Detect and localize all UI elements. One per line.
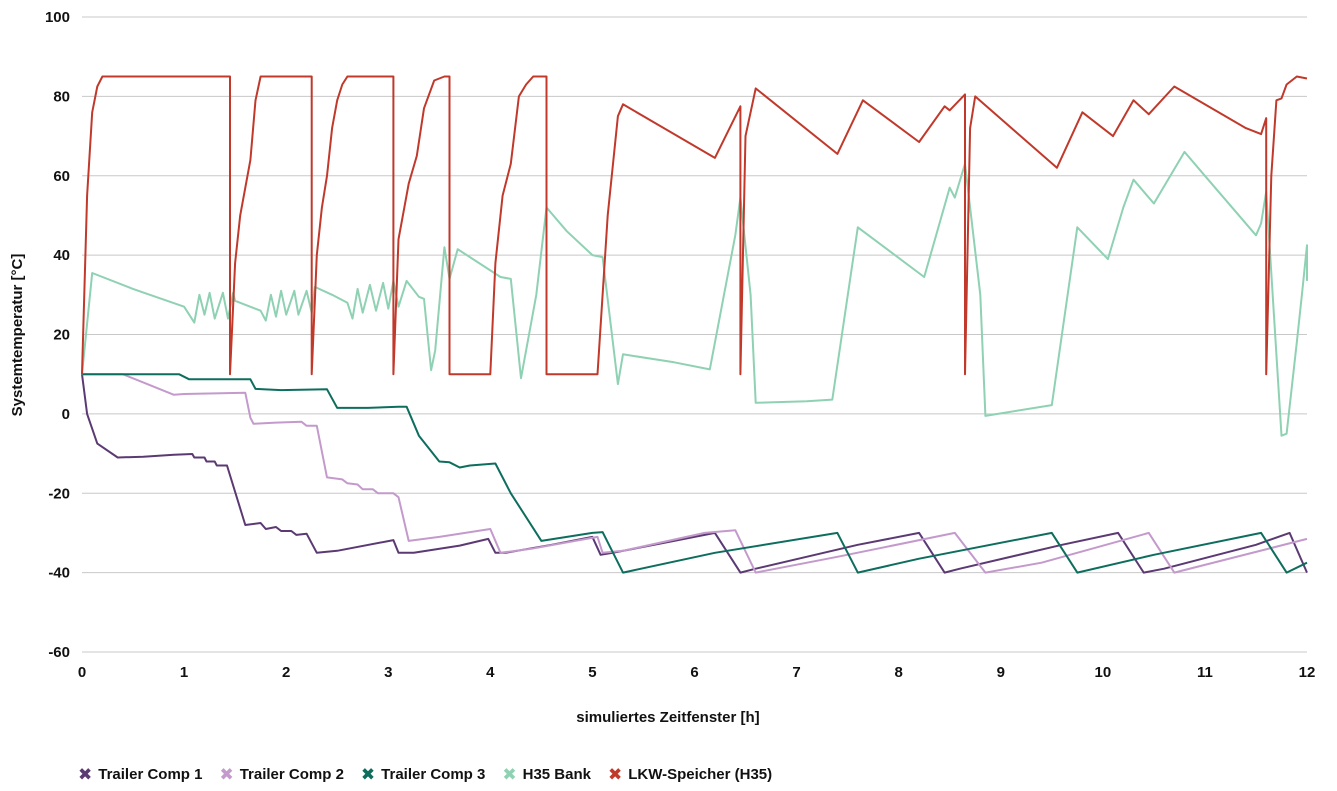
x-tick-label: 12 (1299, 664, 1316, 681)
y-axis-title: Systemtemperatur [°C] (9, 254, 26, 417)
legend-marker-icon: ✖ (78, 765, 93, 784)
y-tick-label: -20 (48, 485, 70, 502)
series-line-2 (82, 373, 1308, 574)
x-tick-label: 4 (486, 664, 495, 681)
legend-label: Trailer Comp 2 (239, 766, 344, 783)
legend: ✖ Trailer Comp 1 ✖ Trailer Comp 2 ✖ Trailer C… (78, 766, 789, 783)
y-tick-label: 80 (53, 88, 70, 105)
legend-marker-icon: ✖ (502, 765, 517, 784)
x-tick-label: 0 (78, 664, 86, 681)
series-line-3 (82, 373, 1308, 574)
series-line-5 (81, 75, 1308, 376)
x-tick-label: 6 (690, 664, 698, 681)
x-tick-label: 8 (894, 664, 902, 681)
x-tick-label: 5 (588, 664, 596, 681)
y-tick-label: 0 (62, 406, 70, 423)
legend-item-3: ✖ Trailer Comp 3 (361, 766, 485, 783)
legend-item-2: ✖ Trailer Comp 2 (219, 766, 343, 783)
y-tick-label: 60 (53, 168, 70, 185)
y-tick-label: 100 (45, 9, 70, 26)
legend-marker-icon: ✖ (219, 765, 234, 784)
legend-item-5: ✖ LKW-Speicher (H35) (608, 766, 772, 783)
legend-label: Trailer Comp 1 (98, 766, 203, 783)
legend-label: LKW-Speicher (H35) (628, 766, 773, 783)
x-tick-label: 11 (1197, 664, 1213, 681)
y-tick-labels: 100 80 60 40 20 0 -20 -40 -60 (45, 9, 70, 661)
y-tick-label: -40 (48, 565, 70, 582)
y-tick-label: -60 (48, 644, 70, 661)
series-line-1 (81, 374, 1308, 574)
x-tick-label: 2 (282, 664, 290, 681)
x-tick-label: 10 (1094, 664, 1111, 681)
legend-item-1: ✖ Trailer Comp 1 (78, 766, 202, 783)
y-tick-label: 20 (53, 327, 70, 344)
gridlines (82, 16, 1307, 653)
series-lines (81, 75, 1308, 574)
series-line-4 (81, 150, 1308, 437)
x-tick-labels: 0 1 2 3 4 5 6 7 8 9 10 11 12 (78, 664, 1316, 681)
x-axis-title: simuliertes Zeitfenster [h] (576, 709, 759, 726)
x-tick-label: 3 (384, 664, 392, 681)
x-tick-label: 1 (180, 664, 188, 681)
legend-label: Trailer Comp 3 (381, 766, 486, 783)
legend-marker-icon: ✖ (360, 765, 376, 784)
legend-label: H35 Bank (522, 766, 591, 783)
x-tick-label: 7 (792, 664, 800, 681)
x-tick-label: 9 (997, 664, 1005, 681)
y-tick-label: 40 (53, 247, 70, 264)
legend-item-4: ✖ H35 Bank (502, 766, 591, 783)
legend-marker-icon: ✖ (607, 765, 623, 784)
